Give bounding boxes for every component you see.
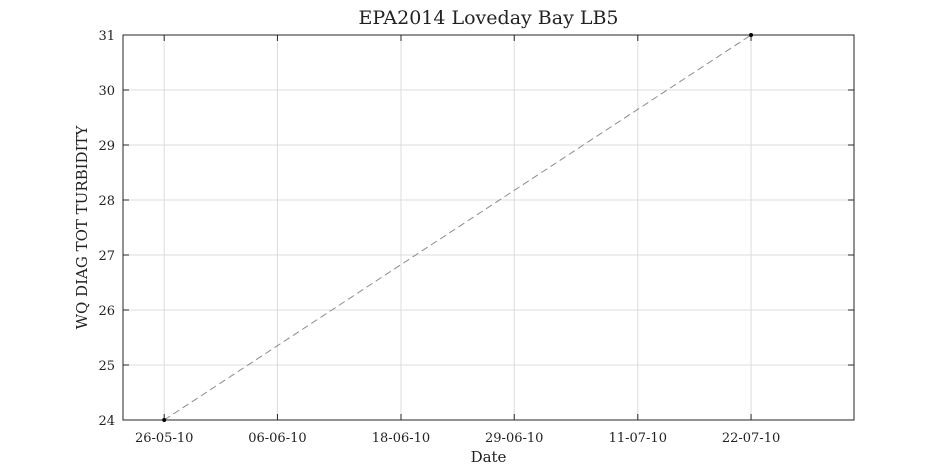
grid [123,34,854,421]
y-tick-label: 29 [98,139,115,154]
x-tick-label: 06-06-10 [248,431,306,446]
y-tick-label: 30 [98,84,115,99]
x-tick-label: 29-06-10 [485,431,543,446]
plot-area [122,34,855,421]
y-tick-label: 28 [98,194,115,209]
x-tick-label: 11-07-10 [609,431,667,446]
x-axis-label: Date [471,448,507,466]
y-axis-label: WQ DIAG TOT TURBIDITY [73,124,91,329]
data-point [749,33,754,37]
data-point [162,418,167,422]
x-tick-label: 18-06-10 [372,431,430,446]
chart-title: EPA2014 Loveday Bay LB5 [358,7,618,29]
y-tick-label: 31 [98,29,115,44]
y-tick-label: 25 [98,359,115,374]
ticks: 26-05-10 06-06-10 18-06-10 29-06-10 11-07-10… [98,29,854,446]
x-tick-label: 26-05-10 [135,431,193,446]
y-tick-label: 26 [98,304,115,319]
y-tick-label: 24 [98,414,115,429]
x-tick-label: 22-07-10 [722,431,780,446]
y-tick-label: 27 [98,249,115,264]
series [162,33,754,422]
series-line [163,34,752,421]
